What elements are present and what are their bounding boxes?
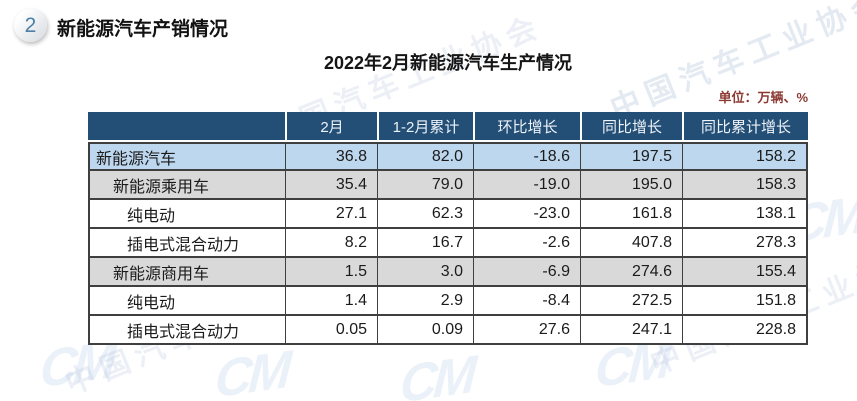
header-cell-category xyxy=(88,112,285,142)
value-cell: -6.9 xyxy=(473,258,580,287)
value-cell: 158.3 xyxy=(682,171,808,200)
table-row: 新能源乘用车 35.4 79.0 -19.0 195.0 158.3 xyxy=(88,171,808,200)
value-cell: 197.5 xyxy=(580,142,682,171)
value-cell: 0.05 xyxy=(285,316,377,345)
caam-logo-watermark: CM xyxy=(213,340,290,401)
section-number: 2 xyxy=(24,13,37,37)
row-label-cell: 新能源乘用车 xyxy=(88,171,285,200)
unit-note: 单位：万辆、% xyxy=(718,90,808,105)
value-cell: 138.1 xyxy=(682,200,808,229)
production-table: 2月 1-2月累计 环比增长 同比增长 同比累计增长 新能源汽车 36.8 82… xyxy=(88,112,808,345)
table-row: 新能源汽车 36.8 82.0 -18.6 197.5 158.2 xyxy=(88,142,808,171)
value-cell: 27.1 xyxy=(285,200,377,229)
value-cell: -2.6 xyxy=(473,229,580,258)
value-cell: 2.9 xyxy=(377,287,473,316)
value-cell: 1.5 xyxy=(285,258,377,287)
header-cell-yoy-cum: 同比累计增长 xyxy=(682,112,808,142)
value-cell: 274.6 xyxy=(580,258,682,287)
row-label-cell: 新能源汽车 xyxy=(88,142,285,171)
row-label-cell: 纯电动 xyxy=(88,287,285,316)
value-cell: 195.0 xyxy=(580,171,682,200)
value-cell: -19.0 xyxy=(473,171,580,200)
header-cell-month: 2月 xyxy=(285,112,377,142)
value-cell: 158.2 xyxy=(682,142,808,171)
value-cell: 16.7 xyxy=(377,229,473,258)
table-header-row: 2月 1-2月累计 环比增长 同比增长 同比累计增长 xyxy=(88,112,808,142)
table-title: 2022年2月新能源汽车生产情况 xyxy=(323,53,573,73)
row-label-cell: 新能源商用车 xyxy=(88,258,285,287)
table-row: 新能源商用车 1.5 3.0 -6.9 274.6 155.4 xyxy=(88,258,808,287)
section-number-badge: 2 xyxy=(14,9,47,42)
value-cell: 62.3 xyxy=(377,200,473,229)
value-cell: 82.0 xyxy=(377,142,473,171)
value-cell: 278.3 xyxy=(682,229,808,258)
value-cell: -23.0 xyxy=(473,200,580,229)
row-label-cell: 插电式混合动力 xyxy=(88,229,285,258)
value-cell: 0.09 xyxy=(377,316,473,345)
value-cell: 1.4 xyxy=(285,287,377,316)
value-cell: 228.8 xyxy=(682,316,808,345)
value-cell: 247.1 xyxy=(580,316,682,345)
row-label-cell: 纯电动 xyxy=(88,200,285,229)
value-cell: 407.8 xyxy=(580,229,682,258)
header-cell-yoy: 同比增长 xyxy=(580,112,682,142)
value-cell: 35.4 xyxy=(285,171,377,200)
section-heading: 新能源汽车产销情况 xyxy=(57,19,229,40)
table-row: 插电式混合动力 8.2 16.7 -2.6 407.8 278.3 xyxy=(88,229,808,258)
table-row: 纯电动 1.4 2.9 -8.4 272.5 151.8 xyxy=(88,287,808,316)
value-cell: 36.8 xyxy=(285,142,377,171)
value-cell: -18.6 xyxy=(473,142,580,171)
value-cell: 8.2 xyxy=(285,229,377,258)
caam-logo-watermark: CM xyxy=(398,345,475,401)
value-cell: 27.6 xyxy=(473,316,580,345)
table-row: 纯电动 27.1 62.3 -23.0 161.8 138.1 xyxy=(88,200,808,229)
table-row: 插电式混合动力 0.05 0.09 27.6 247.1 228.8 xyxy=(88,316,808,345)
value-cell: 151.8 xyxy=(682,287,808,316)
header-cell-ytd: 1-2月累计 xyxy=(377,112,473,142)
value-cell: 155.4 xyxy=(682,258,808,287)
value-cell: 3.0 xyxy=(377,258,473,287)
value-cell: 272.5 xyxy=(580,287,682,316)
header-cell-mom: 环比增长 xyxy=(473,112,580,142)
value-cell: -8.4 xyxy=(473,287,580,316)
value-cell: 161.8 xyxy=(580,200,682,229)
row-label-cell: 插电式混合动力 xyxy=(88,316,285,345)
value-cell: 79.0 xyxy=(377,171,473,200)
